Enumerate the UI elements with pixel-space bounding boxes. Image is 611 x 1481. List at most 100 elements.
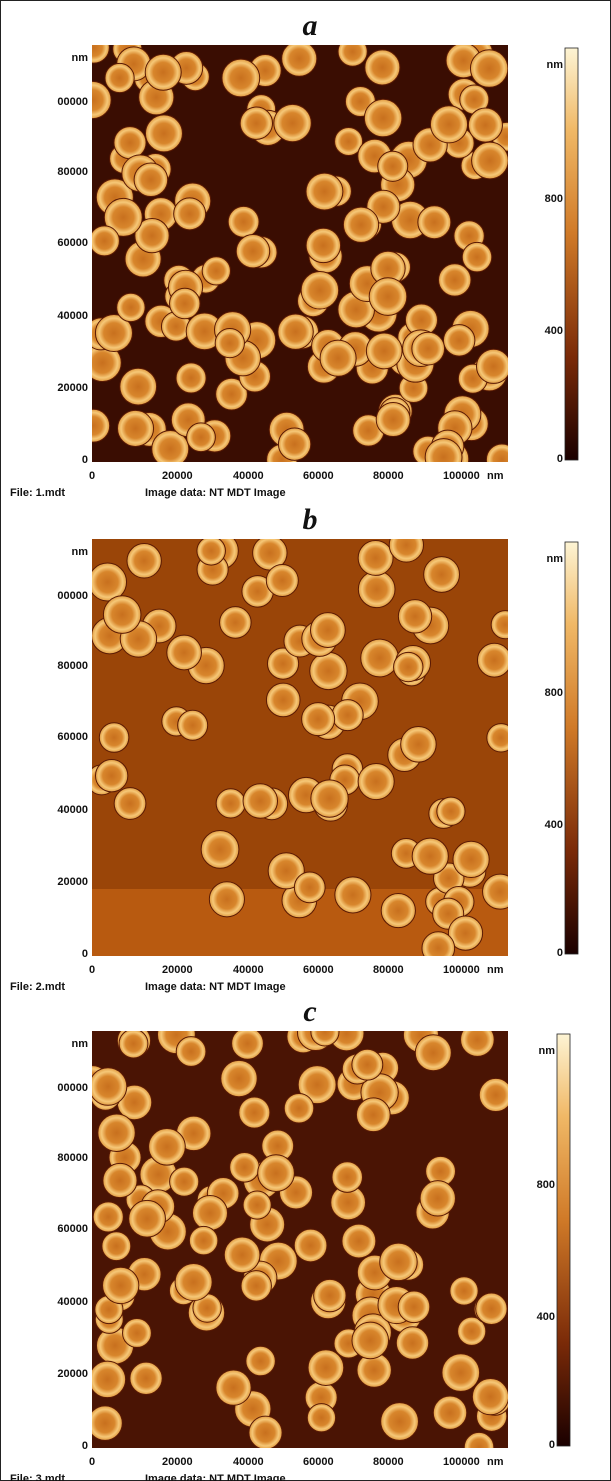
cell	[365, 332, 403, 370]
file-caption: File: 1.mdt	[10, 487, 65, 499]
cell	[104, 62, 135, 94]
x-tick-label: 60000	[303, 1456, 334, 1468]
cell	[424, 438, 463, 462]
cell	[334, 876, 372, 914]
panel-label: a	[303, 9, 318, 42]
colorbar-label: nm	[547, 553, 564, 565]
cell	[214, 327, 245, 359]
x-tick-label: 100000	[443, 1456, 480, 1468]
cell	[351, 1321, 390, 1360]
y-tick-label: 60000	[57, 237, 88, 249]
cell	[221, 58, 261, 98]
colorbar-label: nm	[539, 1045, 556, 1057]
cell	[393, 651, 424, 683]
cell	[231, 1031, 264, 1060]
cell	[357, 762, 395, 801]
cell	[397, 599, 433, 634]
image-data-caption: Image data: NT MDT Image	[145, 487, 286, 499]
cell	[117, 409, 155, 447]
cell	[113, 787, 147, 820]
cell	[129, 1361, 163, 1395]
cell	[334, 126, 364, 156]
cell	[293, 1228, 328, 1263]
cell	[92, 562, 128, 602]
y-tick-label: 80000	[57, 1152, 88, 1164]
colorbar-label: 0	[557, 453, 563, 465]
panel-label: c	[303, 995, 316, 1028]
x-tick-label: 40000	[233, 1456, 264, 1468]
x-tick-label: 0	[89, 1456, 95, 1468]
cell	[442, 324, 476, 357]
y-tick-label: 40000	[57, 310, 88, 322]
cell	[134, 217, 170, 254]
y-tick-label: nm	[72, 546, 89, 558]
colorbar-label: nm	[547, 59, 564, 71]
cell	[98, 722, 130, 753]
cell	[215, 1369, 252, 1406]
colorbar-label: 0	[549, 1439, 555, 1451]
cell	[169, 287, 201, 320]
cell	[486, 723, 508, 753]
cell	[337, 45, 368, 67]
cell	[148, 1128, 186, 1166]
colorbar	[564, 47, 579, 461]
file-caption: File: 3.mdt	[10, 1473, 65, 1481]
cell	[319, 339, 357, 377]
y-tick-label: 20000	[57, 382, 88, 394]
afm-image	[92, 45, 508, 462]
cell	[380, 892, 416, 929]
cell	[447, 915, 484, 951]
cell	[309, 612, 346, 648]
cell	[360, 638, 399, 678]
cell	[133, 162, 169, 198]
cell	[400, 726, 437, 763]
cell	[476, 642, 508, 678]
cell	[92, 225, 120, 257]
cell	[485, 443, 508, 462]
cell	[242, 1190, 272, 1220]
cell	[397, 1290, 431, 1324]
colorbar-label: 400	[537, 1311, 555, 1323]
cell	[471, 1378, 508, 1416]
x-tick-label: 80000	[373, 1456, 404, 1468]
cell	[191, 1194, 228, 1232]
cell	[215, 377, 248, 411]
cell	[186, 422, 216, 453]
cell	[201, 256, 231, 286]
cell	[414, 1034, 452, 1072]
cell	[436, 796, 466, 826]
file-caption: File: 2.mdt	[10, 981, 65, 993]
y-tick-label: 80000	[57, 166, 88, 178]
cell	[380, 1402, 419, 1441]
x-tick-label: nm	[487, 1456, 504, 1468]
cell	[281, 45, 318, 77]
cell	[92, 1405, 123, 1441]
cell	[423, 556, 460, 593]
cell	[441, 1353, 481, 1392]
cell	[293, 871, 326, 904]
cell	[227, 205, 260, 238]
cell	[173, 197, 207, 231]
cell	[375, 402, 411, 438]
afm-image	[92, 539, 508, 956]
cell	[363, 98, 403, 138]
cell	[245, 1345, 276, 1377]
y-tick-label: nm	[72, 52, 89, 64]
cell	[364, 49, 401, 86]
cell	[482, 873, 508, 910]
y-tick-label: 60000	[57, 731, 88, 743]
x-tick-label: 40000	[233, 470, 264, 482]
cell	[200, 830, 240, 869]
cell	[297, 1065, 337, 1105]
cell	[102, 1266, 140, 1305]
cell	[478, 1077, 508, 1113]
cell	[101, 1231, 132, 1262]
x-tick-label: 20000	[162, 470, 193, 482]
cell	[219, 606, 252, 639]
cell	[432, 1395, 468, 1430]
cell	[306, 1403, 337, 1433]
cell	[265, 563, 299, 598]
y-tick-label: 20000	[57, 1368, 88, 1380]
cell	[395, 1326, 430, 1360]
